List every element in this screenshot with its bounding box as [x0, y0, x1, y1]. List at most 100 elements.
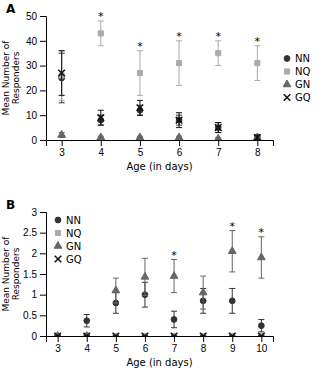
error-bar-cap [171, 327, 177, 328]
error-bar-cap [176, 112, 182, 113]
error-bar-cap [215, 122, 221, 123]
error-bar-cap [142, 258, 148, 259]
tick: 3 [31, 207, 46, 218]
panel-label: B [6, 198, 15, 212]
tick-label: 0 [31, 135, 37, 146]
y-axis-label-line: Mean Number of [1, 40, 11, 116]
error-bar [215, 123, 221, 133]
tick-mark [145, 336, 146, 342]
error-bar-cap [200, 276, 206, 277]
tick: 0.5 [23, 310, 46, 321]
annotation: * [137, 40, 143, 53]
point [201, 333, 206, 336]
tick: 5 [114, 336, 120, 354]
point [230, 333, 235, 336]
legend-symbol [55, 256, 62, 263]
tick: 0 [31, 331, 46, 342]
point [142, 333, 149, 336]
tick-label: 1 [31, 289, 37, 300]
tick: 2 [31, 248, 46, 259]
point [98, 31, 103, 36]
error-bar [84, 315, 90, 327]
point [259, 333, 264, 336]
error-bar-cap [171, 292, 177, 293]
point [113, 333, 118, 336]
error-bar [98, 21, 104, 46]
point [228, 247, 236, 254]
tick-label: 30 [26, 60, 38, 71]
error-bar [258, 319, 264, 331]
error-bar-cap [98, 125, 104, 126]
legend-entry: GN [54, 241, 81, 252]
point [170, 272, 178, 279]
error-bar [176, 113, 182, 128]
tick-label: 50 [26, 11, 38, 22]
tick-label: 0.5 [23, 310, 37, 321]
error-bar [254, 46, 260, 81]
point [172, 333, 177, 336]
tick-label: 6 [143, 343, 149, 354]
legend-symbol [284, 56, 290, 62]
tick-label: 8 [201, 343, 207, 354]
tick-label: 10 [26, 110, 38, 121]
tick: 6 [177, 140, 183, 158]
error-bar-cap [137, 115, 143, 116]
tick-mark [58, 336, 59, 342]
tick: 10 [26, 110, 46, 121]
error-bar-cap [98, 45, 104, 46]
error-bar-stem [61, 51, 62, 101]
error-bar-cap [200, 313, 206, 314]
error-bar [171, 311, 177, 328]
legend: NNNQGNGQ [283, 53, 311, 103]
tick: 4 [84, 336, 90, 354]
tick-mark [101, 140, 102, 146]
axis-line [40, 17, 47, 141]
error-bar [137, 100, 143, 115]
tick-mark [40, 115, 46, 116]
legend-label: NQ [66, 228, 81, 239]
tick-mark [174, 336, 175, 342]
error-bar-cap [137, 100, 143, 101]
error-bar-cap [59, 102, 65, 103]
tick-mark [203, 336, 204, 342]
error-bar-cap [142, 307, 148, 308]
point [258, 333, 265, 336]
point [58, 131, 66, 138]
tick-mark [62, 140, 63, 146]
error-bar [113, 278, 119, 303]
x-axis: 345678 [47, 140, 274, 158]
error-bar-cap [142, 295, 148, 296]
annotation: * [230, 220, 236, 233]
tick-mark [40, 66, 46, 67]
tick-mark [40, 253, 46, 254]
error-bar-cap [84, 314, 90, 315]
error-bar-cap [59, 50, 65, 51]
plot-area [58, 21, 261, 140]
legend-symbol [55, 230, 60, 235]
error-bar [98, 110, 104, 125]
error-bar-cap [258, 331, 264, 332]
legend-symbol [284, 69, 289, 74]
annotation: * [259, 226, 265, 239]
tick-label: 10 [256, 343, 268, 354]
point [258, 323, 264, 329]
error-bar-cap [59, 50, 65, 51]
point [215, 124, 222, 131]
point [177, 61, 182, 66]
legend-entry: NN [55, 215, 81, 226]
error-bar [142, 258, 148, 295]
legend-label: NQ [295, 66, 310, 77]
point [200, 333, 207, 336]
tick-label: 3 [55, 343, 61, 354]
legend-entry: GN [283, 79, 310, 90]
tick-label: 8 [255, 147, 261, 158]
point [98, 114, 105, 121]
tick-label: 40 [26, 36, 38, 47]
tick: 2.5 [23, 227, 46, 238]
series [59, 53, 261, 140]
tick-label: 4 [99, 147, 105, 158]
point [254, 134, 261, 140]
legend-label: GQ [66, 254, 82, 265]
series [58, 131, 261, 140]
tick-mark [40, 336, 46, 337]
